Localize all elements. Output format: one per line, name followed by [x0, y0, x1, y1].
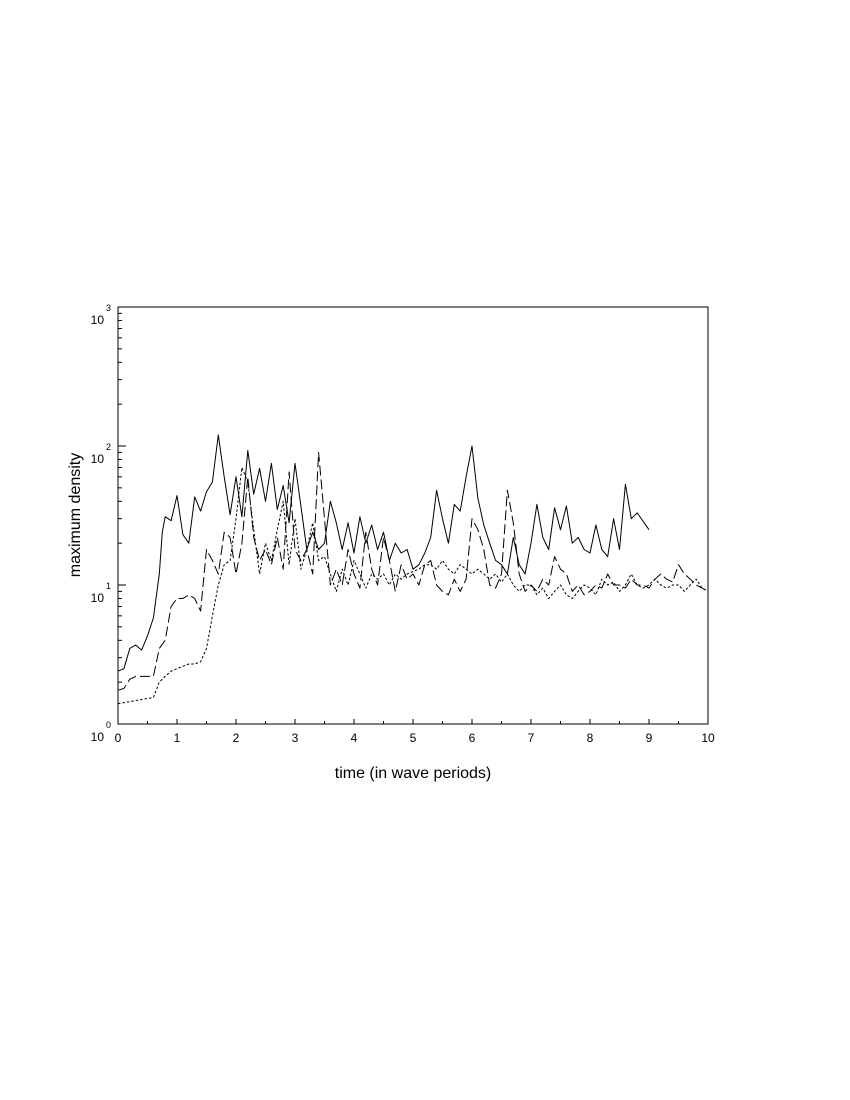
x-tick-label: 8 — [587, 731, 594, 745]
y-tick-label-exponent: 2 — [106, 442, 111, 452]
y-tick-label-base: 10 — [91, 452, 105, 466]
x-tick-label: 9 — [646, 731, 653, 745]
y-tick-label-exponent: 1 — [106, 581, 111, 591]
y-tick-label-base: 10 — [91, 730, 105, 744]
y-tick-label-base: 10 — [91, 313, 105, 327]
series-line-solid — [117, 434, 650, 672]
x-tick-label: 3 — [292, 731, 299, 745]
y-tick-label-exponent: 0 — [106, 720, 111, 730]
plot-frame — [117, 306, 709, 725]
x-tick-label: 6 — [469, 731, 476, 745]
series-layer — [117, 434, 709, 705]
x-tick-label: 4 — [351, 731, 358, 745]
plot-area-border — [117, 306, 709, 725]
x-tick-label: 7 — [528, 731, 535, 745]
x-tick-label: 10 — [701, 731, 715, 745]
y-axis-title: maximum density — [67, 453, 84, 577]
y-tick-label-base: 10 — [91, 591, 105, 605]
x-axis-title: time (in wave periods) — [335, 765, 492, 782]
x-tick-label: 0 — [115, 731, 122, 745]
y-tick-label-exponent: 3 — [106, 303, 111, 313]
series-line-dashed — [117, 451, 709, 691]
x-axis-ticks: 0 1 2 3 4 5 6 7 8 9 10 — [115, 719, 715, 745]
x-tick-label: 1 — [174, 731, 181, 745]
x-tick-label: 2 — [233, 731, 240, 745]
series-line-dotted — [117, 467, 709, 705]
x-tick-label: 5 — [410, 731, 417, 745]
